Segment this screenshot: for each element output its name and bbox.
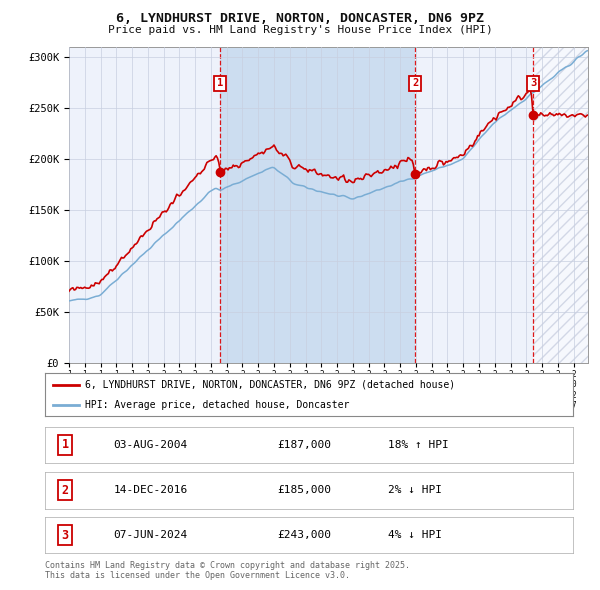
- Text: Price paid vs. HM Land Registry's House Price Index (HPI): Price paid vs. HM Land Registry's House …: [107, 25, 493, 35]
- Text: 03-AUG-2004: 03-AUG-2004: [113, 440, 188, 450]
- Text: Contains HM Land Registry data © Crown copyright and database right 2025.
This d: Contains HM Land Registry data © Crown c…: [45, 560, 410, 580]
- Text: 6, LYNDHURST DRIVE, NORTON, DONCASTER, DN6 9PZ (detached house): 6, LYNDHURST DRIVE, NORTON, DONCASTER, D…: [85, 380, 455, 390]
- Text: 4% ↓ HPI: 4% ↓ HPI: [388, 530, 442, 540]
- Text: 3: 3: [62, 529, 68, 542]
- Text: £187,000: £187,000: [277, 440, 331, 450]
- Text: 1: 1: [217, 78, 223, 88]
- Text: 1: 1: [62, 438, 68, 451]
- Text: 07-JUN-2024: 07-JUN-2024: [113, 530, 188, 540]
- Text: £185,000: £185,000: [277, 486, 331, 495]
- Text: 2% ↓ HPI: 2% ↓ HPI: [388, 486, 442, 495]
- Text: HPI: Average price, detached house, Doncaster: HPI: Average price, detached house, Donc…: [85, 401, 349, 410]
- Bar: [533, 47, 588, 363]
- Text: £243,000: £243,000: [277, 530, 331, 540]
- Text: 14-DEC-2016: 14-DEC-2016: [113, 486, 188, 495]
- Bar: [220, 47, 415, 363]
- Text: 6, LYNDHURST DRIVE, NORTON, DONCASTER, DN6 9PZ: 6, LYNDHURST DRIVE, NORTON, DONCASTER, D…: [116, 12, 484, 25]
- Text: 2: 2: [62, 484, 68, 497]
- Text: 3: 3: [530, 78, 536, 88]
- Text: 2: 2: [412, 78, 418, 88]
- Text: 18% ↑ HPI: 18% ↑ HPI: [388, 440, 449, 450]
